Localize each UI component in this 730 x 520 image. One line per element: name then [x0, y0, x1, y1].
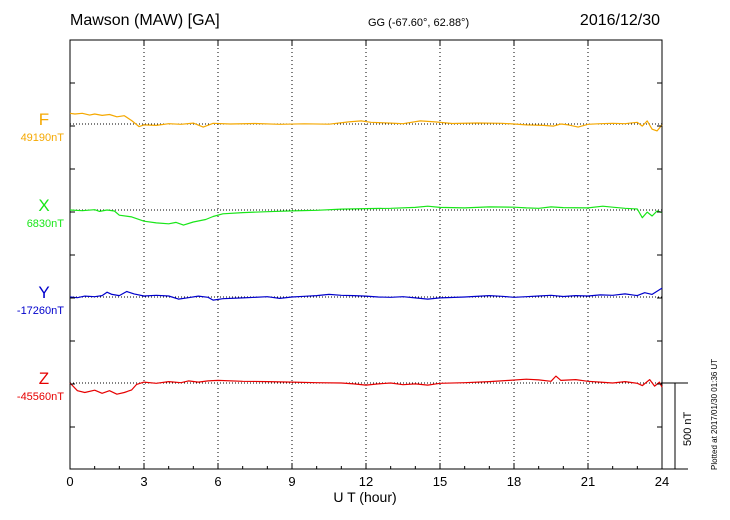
series-line-f: [69, 112, 663, 132]
series-baseline-f: 49190nT: [21, 132, 65, 144]
x-axis-ticks: [69, 40, 663, 469]
chart-date: 2016/12/30: [579, 12, 660, 29]
series-labels: F 49190nT X 6830nT Y -17260nT Z -45560nT: [17, 110, 64, 403]
series-baseline-x: 6830nT: [27, 218, 65, 230]
series-name-f: F: [39, 110, 49, 129]
x-tick-label: 6: [214, 474, 221, 489]
series-baseline-y: -17260nT: [17, 305, 64, 317]
plotted-timestamp: Plotted at 2017/01/30 01:36 UT: [710, 358, 719, 470]
geographic-coordinates: GG (-67.60°, 62.88°): [368, 17, 470, 29]
series-name-y: Y: [38, 283, 49, 302]
series-line-y: [69, 287, 663, 301]
scale-bar-label: 500 nT: [682, 411, 694, 446]
station-title: Mawson (MAW) [GA]: [70, 12, 220, 29]
x-axis-label: U T (hour): [333, 489, 397, 505]
x-tick-label: 12: [359, 474, 373, 489]
x-tick-label: 3: [140, 474, 147, 489]
x-tick-label: 21: [581, 474, 595, 489]
series-line-z: [69, 375, 663, 395]
series-line-x: [69, 205, 663, 226]
x-tick-label: 24: [655, 474, 669, 489]
x-tick-label: 0: [66, 474, 73, 489]
x-axis-tick-labels: 0 3 6 9 12 15 18 21 24: [66, 474, 669, 489]
scale-bar: [662, 382, 688, 470]
series-lines: [69, 112, 663, 395]
vertical-gridlines: [143, 40, 589, 469]
x-tick-label: 9: [288, 474, 295, 489]
x-tick-label: 15: [433, 474, 447, 489]
series-name-x: X: [38, 196, 49, 215]
x-tick-label: 18: [507, 474, 521, 489]
series-name-z: Z: [39, 369, 49, 388]
series-baseline-z: -45560nT: [17, 391, 64, 403]
